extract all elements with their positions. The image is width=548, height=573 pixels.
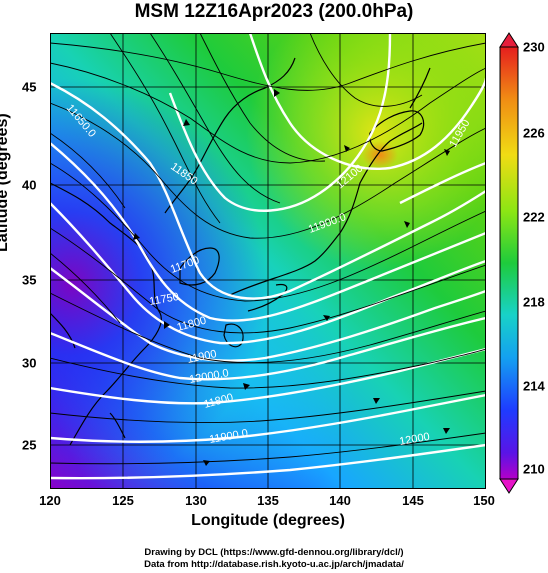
plot-frame: [50, 33, 486, 489]
colorbar-bottom-arrow: [499, 478, 519, 494]
wind-arrowheads: [133, 89, 450, 466]
temperature-field-hot: [362, 141, 398, 169]
colorbar-tick-label: 230: [523, 39, 545, 55]
x-tick-label: 140: [329, 493, 351, 508]
colorbar-tick-label: 218: [523, 294, 545, 310]
x-tick-label: 135: [257, 493, 279, 508]
colorbar-tick-label: 210: [523, 461, 545, 477]
footer-credit-data: Data from http://database.rish.kyoto-u.a…: [144, 559, 404, 570]
chart-title: MSM 12Z16Apr2023 (200.0hPa): [134, 1, 414, 22]
x-axis-label: Longitude (degrees): [191, 512, 345, 529]
coastlines: [50, 57, 431, 446]
footer-credit-drawing: Drawing by DCL (https://www.gfd-dennou.o…: [144, 547, 404, 558]
colorbar-scale: [499, 46, 519, 480]
colorbar-tick-label: 222: [523, 209, 545, 225]
contour-label: 12000: [398, 431, 430, 448]
x-tick-label: 130: [185, 493, 207, 508]
y-tick-label: 40: [22, 177, 37, 193]
y-tick-label: 45: [22, 79, 37, 95]
x-tick-label: 125: [112, 493, 134, 508]
colorbar-tick-label: 226: [523, 125, 545, 141]
map-plot-area: 11650.0 11700 11750 11800 11850 11900 12…: [50, 33, 486, 489]
x-tick-label: 145: [402, 493, 424, 508]
colorbar-tick-label: 214: [523, 378, 545, 394]
y-tick-label: 35: [22, 272, 37, 288]
colorbar-top-arrow: [499, 32, 519, 48]
y-tick-label: 25: [22, 437, 37, 453]
wind-streamlines: [50, 33, 486, 465]
contour-label: 11750: [148, 291, 179, 308]
map-svg: 11650.0 11700 11750 11800 11850 11900 12…: [50, 33, 486, 489]
y-tick-label: 30: [22, 355, 37, 371]
x-tick-label: 150: [473, 493, 495, 508]
y-axis-label: Latitude (degrees): [0, 113, 11, 252]
x-tick-label: 120: [39, 493, 61, 508]
colorbar: [499, 32, 519, 494]
